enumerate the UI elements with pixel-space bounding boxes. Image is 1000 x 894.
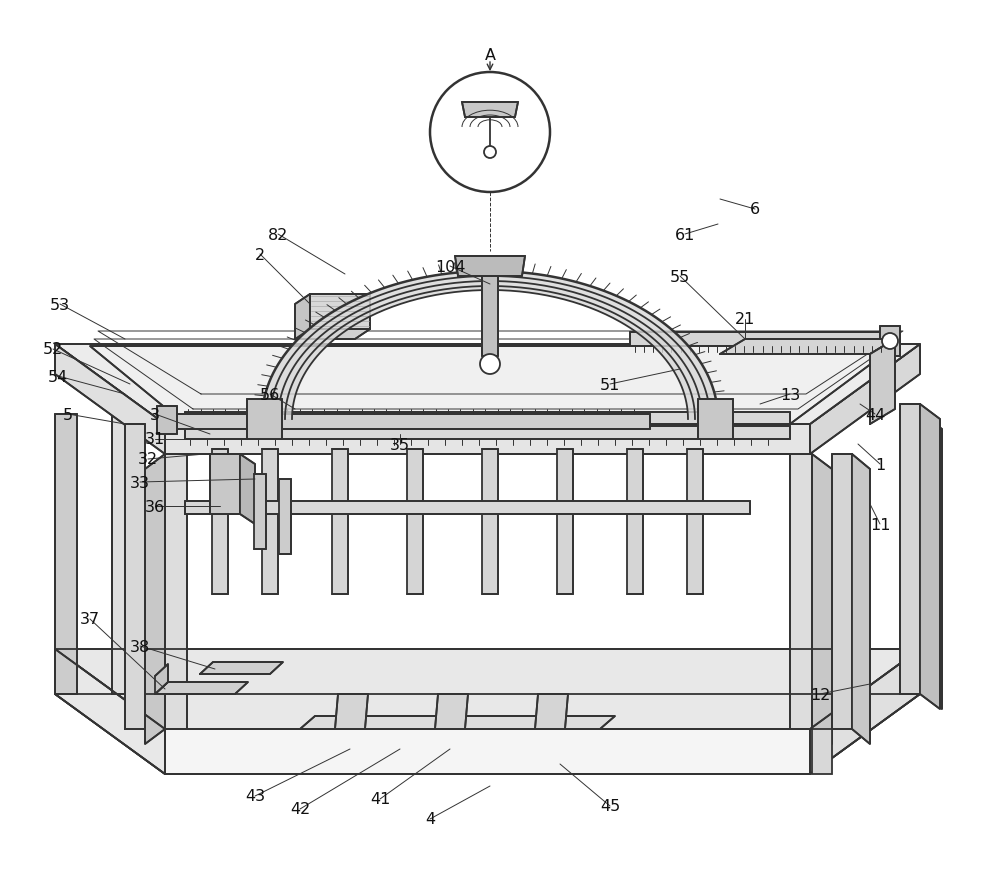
Polygon shape [55, 695, 920, 774]
Polygon shape [435, 695, 468, 730]
Polygon shape [185, 426, 790, 440]
Polygon shape [295, 330, 370, 340]
Text: 54: 54 [48, 369, 68, 384]
Polygon shape [155, 664, 168, 695]
Text: 51: 51 [600, 377, 620, 392]
Text: 11: 11 [870, 517, 890, 532]
Polygon shape [157, 407, 177, 434]
Polygon shape [55, 415, 77, 695]
Text: 61: 61 [675, 227, 695, 242]
Polygon shape [165, 730, 810, 774]
Polygon shape [165, 454, 187, 730]
Polygon shape [812, 730, 832, 774]
Polygon shape [455, 257, 525, 276]
Text: 31: 31 [145, 432, 165, 447]
Polygon shape [535, 695, 568, 730]
Polygon shape [55, 344, 165, 454]
Polygon shape [212, 450, 228, 595]
Polygon shape [295, 295, 310, 340]
Text: 56: 56 [260, 387, 280, 402]
Text: 53: 53 [50, 297, 70, 312]
Polygon shape [112, 394, 132, 695]
Polygon shape [335, 695, 368, 730]
Polygon shape [262, 450, 278, 595]
Polygon shape [920, 405, 940, 709]
Circle shape [480, 355, 500, 375]
Polygon shape [832, 454, 852, 730]
Text: 82: 82 [268, 227, 288, 242]
Polygon shape [720, 340, 895, 355]
Polygon shape [90, 347, 895, 425]
Polygon shape [812, 454, 832, 744]
Polygon shape [247, 400, 282, 440]
Text: 38: 38 [130, 639, 150, 654]
Text: 43: 43 [245, 789, 265, 804]
Polygon shape [810, 344, 920, 454]
Text: 37: 37 [80, 611, 100, 627]
Polygon shape [557, 450, 573, 595]
Text: 41: 41 [370, 791, 390, 806]
Polygon shape [810, 649, 920, 774]
Text: 33: 33 [130, 475, 150, 490]
Text: 104: 104 [435, 259, 465, 274]
Polygon shape [200, 662, 283, 674]
Polygon shape [922, 415, 942, 709]
Polygon shape [880, 326, 900, 357]
Polygon shape [185, 412, 790, 425]
Polygon shape [165, 425, 810, 454]
Text: 45: 45 [600, 798, 620, 814]
Text: 13: 13 [780, 387, 800, 402]
Polygon shape [698, 400, 733, 440]
Polygon shape [254, 475, 266, 550]
Polygon shape [172, 415, 650, 429]
Text: A: A [485, 47, 496, 63]
Polygon shape [155, 682, 248, 695]
Text: 5: 5 [63, 407, 73, 422]
Text: 1: 1 [875, 457, 885, 472]
Text: 36: 36 [145, 499, 165, 514]
Text: 35: 35 [390, 437, 410, 452]
Circle shape [484, 147, 496, 159]
Text: 6: 6 [750, 202, 760, 217]
Text: 44: 44 [865, 407, 885, 422]
Polygon shape [687, 450, 703, 595]
Polygon shape [462, 103, 518, 118]
Polygon shape [852, 454, 870, 744]
Polygon shape [240, 454, 255, 525]
Text: 21: 21 [735, 312, 755, 327]
Polygon shape [210, 454, 240, 514]
Polygon shape [482, 276, 498, 357]
Text: 12: 12 [810, 687, 830, 702]
Text: 42: 42 [290, 802, 310, 816]
Text: 3: 3 [150, 407, 160, 422]
Polygon shape [300, 716, 615, 730]
Polygon shape [482, 450, 498, 595]
Polygon shape [407, 450, 423, 595]
Text: 2: 2 [255, 248, 265, 262]
Polygon shape [55, 649, 920, 730]
Polygon shape [790, 454, 812, 730]
Polygon shape [145, 454, 165, 744]
Polygon shape [332, 450, 348, 595]
Polygon shape [55, 649, 165, 774]
Polygon shape [310, 295, 370, 330]
Polygon shape [55, 344, 920, 425]
Text: 32: 32 [138, 452, 158, 467]
Text: 55: 55 [670, 269, 690, 284]
Polygon shape [262, 272, 718, 419]
Polygon shape [900, 405, 920, 695]
Polygon shape [870, 340, 895, 425]
Polygon shape [279, 479, 291, 554]
Text: 4: 4 [425, 812, 435, 827]
Polygon shape [185, 502, 750, 514]
Polygon shape [900, 415, 922, 695]
Text: 52: 52 [43, 342, 63, 357]
Polygon shape [630, 333, 890, 347]
Circle shape [882, 333, 898, 350]
Polygon shape [125, 425, 145, 730]
Polygon shape [627, 450, 643, 595]
